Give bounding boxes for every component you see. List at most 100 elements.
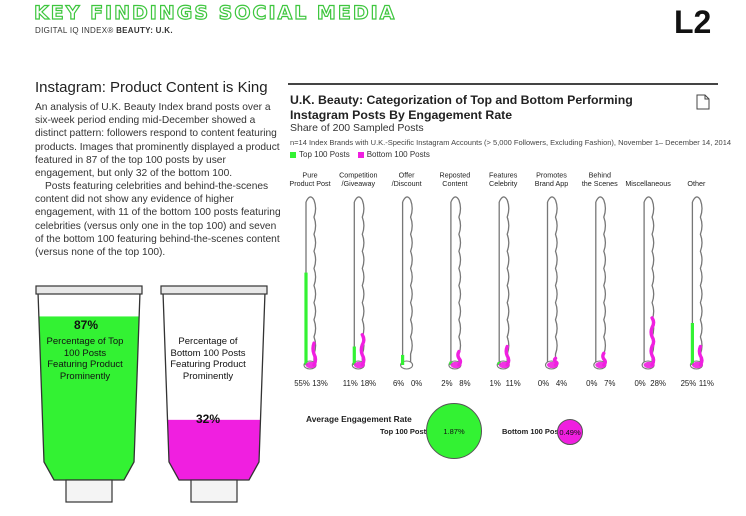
bar-top-0 <box>304 272 308 365</box>
chart-title: U.K. Beauty: Categorization of Top and B… <box>290 93 633 122</box>
engagement-top-circle: 1.87% <box>426 403 482 459</box>
tube-top-label: Percentage of Top 100 Posts Featuring Pr… <box>46 336 124 382</box>
bar-bottom-tip-4 <box>498 361 510 369</box>
pin-right-leg <box>651 199 655 362</box>
value-bottom-6: 7% <box>604 379 615 388</box>
value-bottom-0: 13% <box>312 379 328 388</box>
pin-right-leg <box>313 199 317 362</box>
header-subtitle: DIGITAL IQ INDEX® BEAUTY: U.K. <box>35 26 173 35</box>
pin-top-bend <box>643 196 653 203</box>
value-bottom-4: 11% <box>506 379 521 388</box>
bar-top-8 <box>690 323 694 365</box>
pin-top-bend <box>305 196 315 203</box>
bar-bottom-tip-5 <box>547 361 558 369</box>
value-top-5: 0% <box>538 379 549 388</box>
pin-top-bend <box>595 196 605 203</box>
value-top-7: 0% <box>634 379 645 388</box>
chart-subtitle: Share of 200 Sampled Posts <box>290 122 424 134</box>
engagement-label: Average Engagement Rate <box>306 414 412 424</box>
category-label-7: Miscellaneous <box>625 179 671 188</box>
value-top-1: 11% <box>343 379 358 388</box>
bar-bottom-8 <box>697 344 704 367</box>
category-label-1: /Giveaway <box>342 179 376 188</box>
value-top-8: 25% <box>681 379 697 388</box>
category-label-2: Offer <box>399 171 415 180</box>
category-label-0: Pure <box>302 171 317 180</box>
pin-right-leg <box>603 199 607 362</box>
tube-top-fill <box>38 316 140 480</box>
pin-top-bend <box>450 196 460 203</box>
category-label-2: /Discount <box>392 179 422 188</box>
value-top-2: 6% <box>393 379 404 388</box>
bar-top-2 <box>401 354 405 365</box>
l2-logo-text: L2 <box>674 6 711 36</box>
bar-bottom-1 <box>359 333 366 367</box>
pin-top-bend <box>353 196 363 203</box>
category-label-4: Celebrity <box>489 179 518 188</box>
tube-top-crimp <box>35 285 143 295</box>
category-label-8: Other <box>687 179 706 188</box>
pin-right-leg <box>409 199 413 362</box>
tube-bottom-crimp <box>160 285 268 295</box>
header-sub-bold: BEAUTY: U.K. <box>116 26 173 35</box>
pin-right-leg <box>458 199 462 362</box>
category-label-0: Product Post <box>289 179 330 188</box>
category-label-3: Content <box>442 179 467 188</box>
tube-bottom-fill <box>163 419 265 480</box>
legend-swatch-bottom <box>357 151 364 158</box>
pin-top-bend <box>402 196 412 203</box>
pin-4 <box>496 196 511 370</box>
value-bottom-5: 4% <box>556 379 567 388</box>
value-top-4: 1% <box>490 379 501 388</box>
category-label-3: Reposted <box>440 171 471 180</box>
pin-3 <box>448 196 463 370</box>
value-bottom-7: 28% <box>650 379 666 388</box>
bar-bottom-tip-0 <box>305 361 317 369</box>
pin-right-leg <box>361 199 365 362</box>
engagement-bottom-circle: 0.49% <box>557 419 583 445</box>
pin-6 <box>593 196 607 370</box>
category-label-4: Features <box>489 171 518 180</box>
bar-bottom-tip-7 <box>643 361 655 369</box>
value-bottom-1: 18% <box>360 379 376 388</box>
bar-bottom-tip-8 <box>691 361 703 369</box>
header-title: KEY FINDINGS SOCIAL MEDIA <box>33 1 397 24</box>
legend-item-top: Top 100 Posts <box>290 150 350 159</box>
engagement-top-value: 1.87% <box>443 426 465 436</box>
bar-bottom-7 <box>649 316 656 367</box>
tube-top-cap <box>65 479 113 503</box>
value-top-6: 0% <box>586 379 597 388</box>
pin-7 <box>641 196 656 370</box>
detail-paragraph: Posts featuring celebrities and behind-t… <box>35 181 281 259</box>
category-label-5: Promotes <box>536 171 567 180</box>
engagement-bottom-value: 0.49% <box>559 427 581 437</box>
tube-top-percent: 87% <box>73 318 99 332</box>
bar-bottom-tip-1 <box>353 361 365 369</box>
category-label-1: Competition <box>339 171 377 180</box>
bar-top-3 <box>449 361 453 365</box>
bar-bottom-0 <box>311 341 318 367</box>
legend-swatch-top <box>290 151 296 158</box>
header-sub-prefix: DIGITAL IQ INDEX® <box>35 26 117 35</box>
pin-top-bend <box>498 196 508 203</box>
pin-right-leg <box>506 199 510 362</box>
chart-legend: Top 100 Posts Bottom 100 Posts <box>290 150 438 159</box>
category-label-5: Brand App <box>535 179 569 188</box>
bar-bottom-tip-6 <box>595 361 607 369</box>
tube-bottom-percent: 32% <box>195 412 221 426</box>
value-bottom-3: 8% <box>459 379 470 388</box>
legend-label-bottom: Bottom 100 Posts <box>366 150 430 159</box>
value-bottom-2: 0% <box>411 379 422 388</box>
legend-label-top: Top 100 Posts <box>299 150 350 159</box>
pin-1 <box>351 196 366 370</box>
pin-right-leg <box>554 199 558 362</box>
bar-top-1 <box>352 346 356 365</box>
pin-right-leg <box>699 199 703 362</box>
tube-bottom-label: Percentage of Bottom 100 Posts Featuring… <box>170 336 246 382</box>
pin-2 <box>400 196 414 370</box>
value-top-3: 2% <box>441 379 452 388</box>
document-icon[interactable] <box>696 94 710 110</box>
pin-top-bend <box>691 196 701 203</box>
pin-5 <box>544 196 559 370</box>
